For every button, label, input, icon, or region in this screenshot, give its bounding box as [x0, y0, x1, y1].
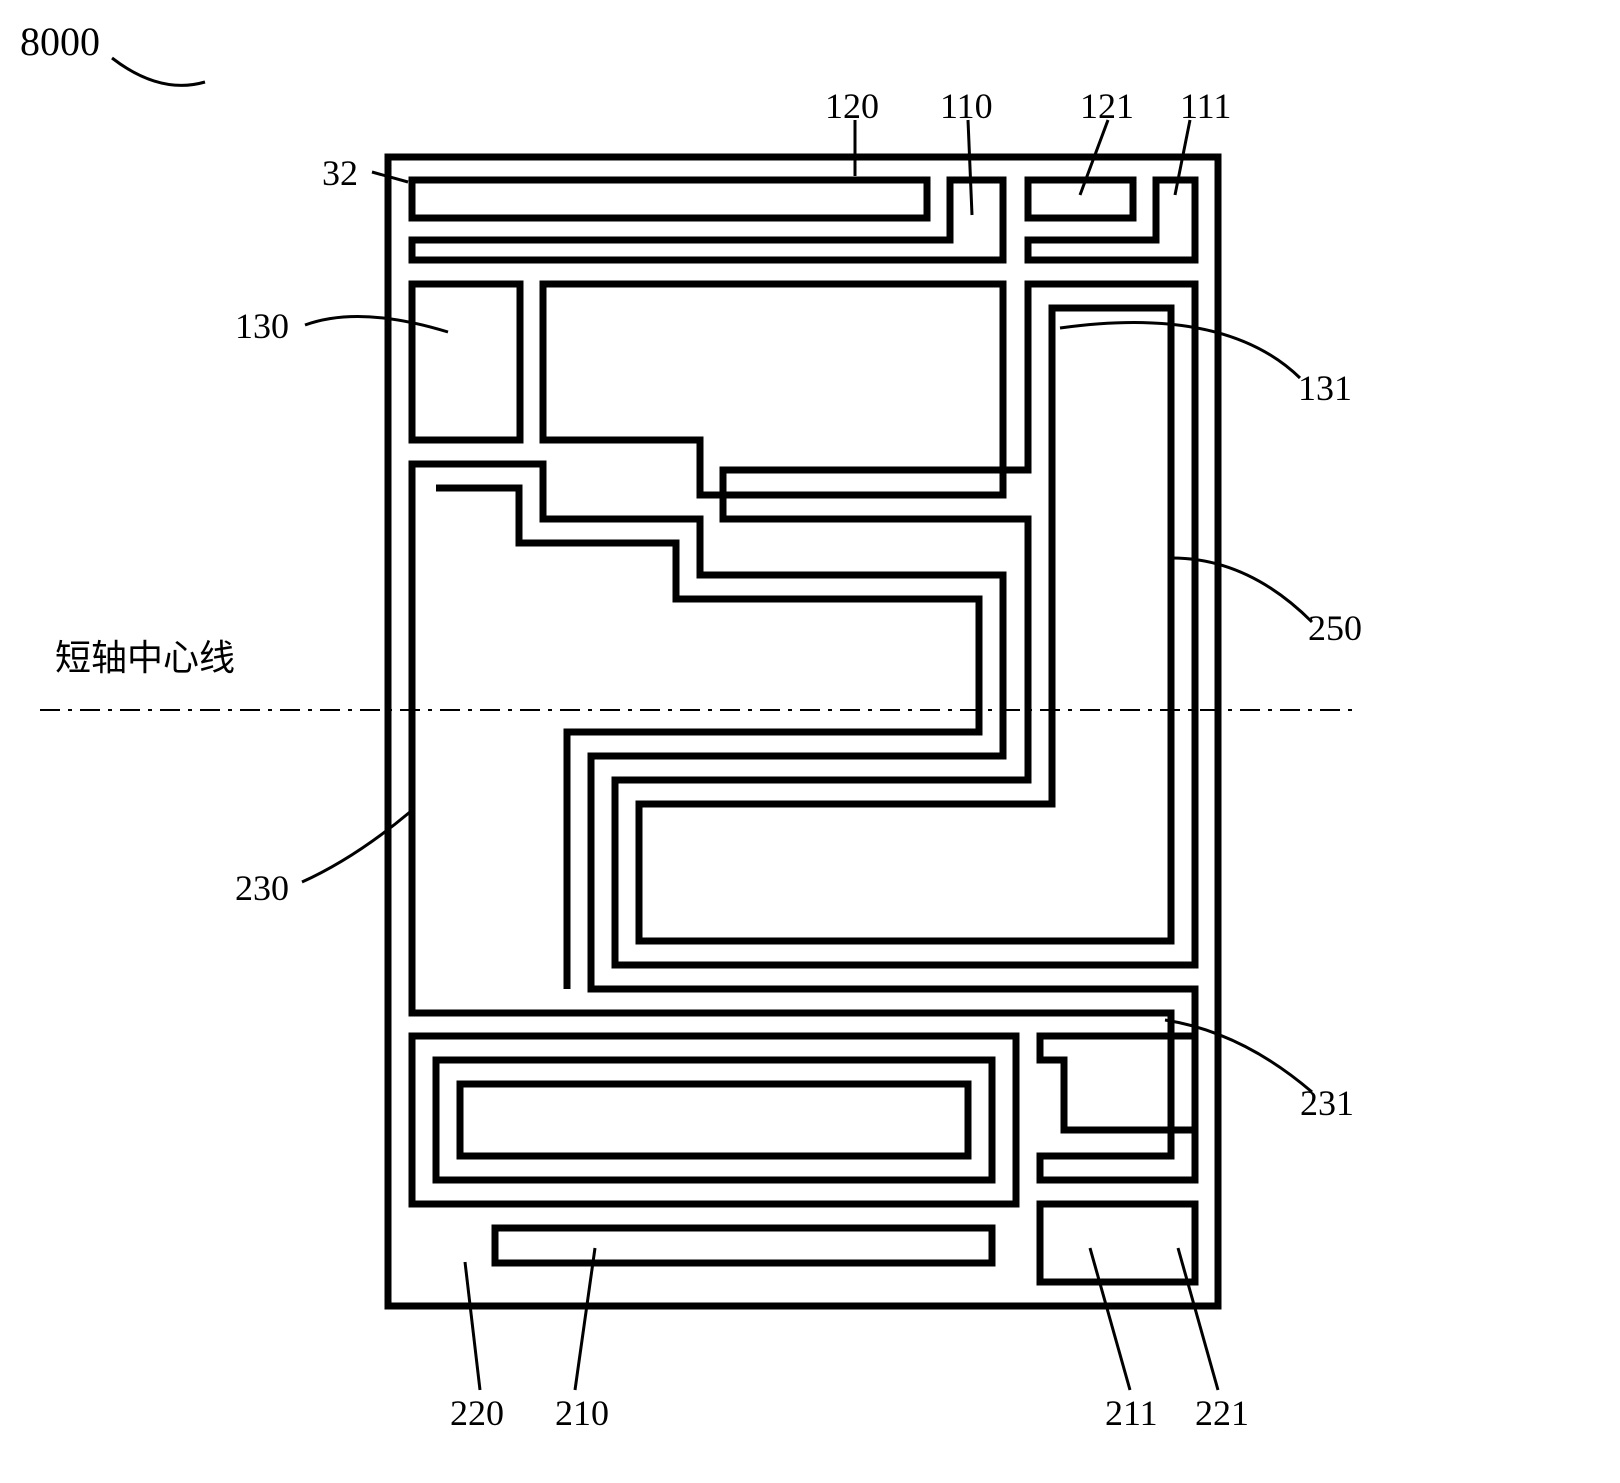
ref-131: 131 — [1298, 370, 1352, 406]
ref-230: 230 — [235, 870, 289, 906]
diagram-svg — [0, 0, 1620, 1483]
shape-131 — [543, 284, 1003, 495]
ref-130: 130 — [235, 308, 289, 344]
ref-111: 111 — [1180, 88, 1231, 124]
ref-120: 120 — [825, 88, 879, 124]
frame-220-inner — [436, 1060, 992, 1180]
slot-32 — [412, 180, 927, 218]
shape-230-inner — [436, 488, 979, 989]
block-130 — [412, 284, 520, 440]
shape-250-col — [615, 284, 1195, 965]
block-221 — [1040, 1204, 1195, 1282]
shape-230 — [412, 464, 1195, 1180]
ref-220: 220 — [450, 1395, 504, 1431]
block-221-left — [412, 1204, 1016, 1282]
shape-250-inner — [639, 308, 1171, 941]
diagram-canvas: 8000 32 120 110 121 111 130 131 250 230 … — [0, 0, 1620, 1483]
frame-220-inner2 — [460, 1084, 968, 1156]
ref-211: 211 — [1105, 1395, 1158, 1431]
ref-221: 221 — [1195, 1395, 1249, 1431]
ref-250: 250 — [1308, 610, 1362, 646]
ref-231: 231 — [1300, 1085, 1354, 1121]
ref-32: 32 — [322, 155, 358, 191]
slot-210 — [495, 1228, 992, 1263]
slot-121 — [1028, 180, 1133, 218]
short-axis-label: 短轴中心线 — [55, 640, 235, 676]
ref-110: 110 — [940, 88, 993, 124]
ref-121: 121 — [1080, 88, 1134, 124]
ref-8000: 8000 — [20, 22, 100, 62]
ref-210: 210 — [555, 1395, 609, 1431]
